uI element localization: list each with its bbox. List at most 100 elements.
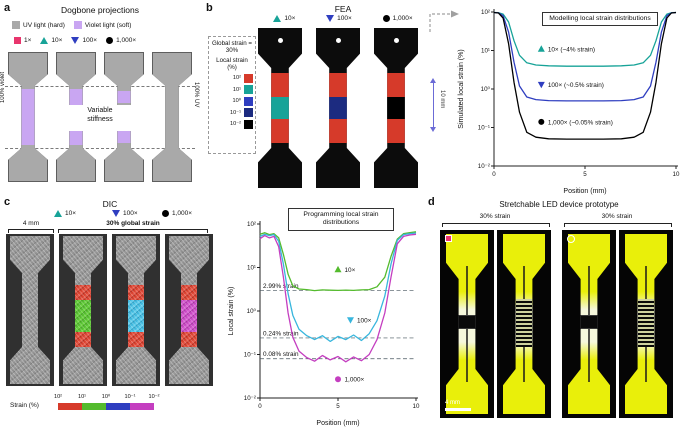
svg-text:0.24% strain: 0.24% strain bbox=[263, 330, 299, 337]
svg-text:10: 10 bbox=[413, 403, 420, 410]
square-icon bbox=[14, 37, 21, 44]
colorbar-row: 10⁻¹ bbox=[211, 108, 253, 117]
dic-specimen bbox=[10, 236, 50, 384]
fiducial-dot-icon bbox=[335, 38, 341, 43]
dic-image-1000x bbox=[165, 234, 213, 386]
dic-band-red bbox=[116, 332, 156, 347]
dic-image-reference bbox=[6, 234, 54, 386]
violet-band bbox=[105, 91, 143, 103]
dic-scale-label: 4 mm bbox=[22, 220, 40, 227]
marker-100x-label: 100× bbox=[82, 37, 98, 44]
strain-band-teal bbox=[258, 96, 302, 120]
dic-chart: 10² 10¹ 10⁰ 10⁻¹ 10⁻²0 5 10 Position (mm) Local … bbox=[228, 221, 420, 427]
svg-text:10¹: 10¹ bbox=[247, 265, 256, 272]
fea-marker-100x-label: 100× bbox=[337, 15, 352, 22]
violet-band bbox=[9, 88, 47, 146]
legend-seg-magenta bbox=[130, 403, 154, 410]
marker-1x-label: 1× bbox=[24, 37, 32, 44]
panel-b-letter: b bbox=[206, 2, 213, 14]
triangle-up-icon bbox=[54, 210, 62, 217]
led-image-3 bbox=[562, 230, 616, 418]
fea-chart: 10² 10¹ 10⁰ 10⁻¹ 10⁻²0 5 10 Position (mm) Simula… bbox=[458, 9, 680, 195]
legend-seg-red bbox=[58, 403, 82, 410]
legend-tick: 10⁻¹ bbox=[124, 394, 136, 400]
legend-tick: 10² bbox=[53, 394, 63, 400]
led-chip bbox=[457, 315, 477, 330]
legend-seg-green bbox=[82, 403, 106, 410]
colorbar-swatch-blue bbox=[244, 96, 253, 106]
led-scalebar bbox=[445, 408, 471, 411]
svg-text:Position (mm): Position (mm) bbox=[563, 188, 606, 195]
colorbar-swatch-black bbox=[244, 119, 253, 129]
strain-legend-colorbar bbox=[58, 403, 154, 410]
white-circle-marker-icon bbox=[567, 235, 575, 243]
svg-text:Simulated local strain (%): Simulated local strain (%) bbox=[458, 49, 465, 128]
led-sample bbox=[625, 234, 667, 414]
panel-d-title: Stretchable LED device prototype bbox=[499, 200, 619, 209]
panel-a-letter: a bbox=[4, 2, 11, 14]
fea-markers: 10× 100× 1,000× bbox=[258, 15, 428, 22]
group1-bracket bbox=[442, 223, 550, 227]
fiducial-dot-icon bbox=[277, 38, 283, 43]
dic-band-red bbox=[169, 284, 209, 300]
dic-band-magenta bbox=[169, 299, 209, 333]
dic-band-red bbox=[116, 284, 156, 300]
scale-10mm-label: 10 mm bbox=[439, 90, 445, 109]
uv-swatch-icon bbox=[12, 21, 20, 29]
svg-text:10: 10 bbox=[673, 171, 680, 178]
fea-specimen-10x bbox=[258, 28, 302, 188]
colorbar-tick: 10² bbox=[232, 75, 241, 81]
panel-c-letter: c bbox=[4, 196, 11, 208]
dic-marker-10x-label: 10× bbox=[65, 210, 77, 217]
legend-seg-blue bbox=[106, 403, 130, 410]
dic-marker-1000x-label: 1,000× bbox=[172, 210, 193, 217]
circle-icon bbox=[106, 37, 114, 44]
dic-marker-100x: 100× bbox=[112, 210, 138, 217]
colorbar-row: 10⁻² bbox=[211, 119, 253, 129]
strain-band-red bbox=[374, 119, 418, 144]
svg-text:10²: 10² bbox=[247, 221, 256, 228]
variable-stiffness-line1: Variable bbox=[87, 107, 113, 114]
group1-strain-label: 30% strain bbox=[479, 213, 511, 220]
led-image-1: 4 mm bbox=[440, 230, 494, 418]
fea-specimen-1000x bbox=[374, 28, 418, 188]
fea-marker-100x: 100× bbox=[326, 15, 352, 22]
marker-100x: 100× bbox=[71, 37, 97, 44]
dic-scale-bracket bbox=[8, 229, 54, 233]
legend-tick: 10¹ bbox=[77, 394, 87, 400]
dogbone-1000x bbox=[152, 52, 192, 182]
fea-info-box: Global strain = 30% Local strain (%) 10²… bbox=[208, 36, 256, 154]
dic-images bbox=[6, 234, 214, 388]
legend-tick: 10⁻² bbox=[148, 394, 160, 400]
marker-1x: 1× bbox=[14, 37, 31, 44]
group2-bracket bbox=[564, 223, 672, 227]
svg-text:5: 5 bbox=[336, 403, 340, 410]
marker-1000x-label: 1,000× bbox=[116, 37, 137, 44]
dic-marker-10x: 10× bbox=[54, 210, 76, 217]
triangle-down-icon bbox=[326, 15, 335, 22]
svg-text:10⁰: 10⁰ bbox=[481, 86, 491, 93]
triangle-up-icon bbox=[40, 37, 49, 44]
dogbone-1x-body bbox=[9, 53, 47, 181]
dic-band-cyan bbox=[116, 299, 156, 333]
variable-stiffness-label: Variable stiffness bbox=[52, 105, 148, 131]
marker-1000x: 1,000× bbox=[106, 37, 136, 44]
led-sample bbox=[503, 234, 545, 414]
svg-text:100× (~0.5% strain): 100× (~0.5% strain) bbox=[548, 82, 604, 89]
panel-a-right-label: 100% UV bbox=[193, 82, 199, 108]
led-scalebar-label: 4 mm bbox=[445, 400, 460, 406]
svg-text:5: 5 bbox=[583, 171, 587, 178]
triangle-down-icon bbox=[112, 210, 120, 217]
svg-text:10⁰: 10⁰ bbox=[247, 308, 257, 315]
fea-specimen-100x bbox=[316, 28, 360, 188]
panel-a-markers: 1× 10× 100× 1,000× bbox=[14, 37, 136, 44]
legend-item-violet: Violet light (soft) bbox=[73, 21, 131, 29]
svg-text:10×: 10× bbox=[345, 267, 356, 274]
colorbar-row: 10⁰ bbox=[211, 96, 253, 106]
circle-icon bbox=[162, 210, 169, 217]
dashed-guide-top bbox=[5, 86, 195, 87]
svg-text:10⁻¹: 10⁻¹ bbox=[478, 125, 490, 132]
panel-a-title: Dogbone projections bbox=[61, 5, 139, 15]
svg-text:100×: 100× bbox=[357, 317, 372, 324]
